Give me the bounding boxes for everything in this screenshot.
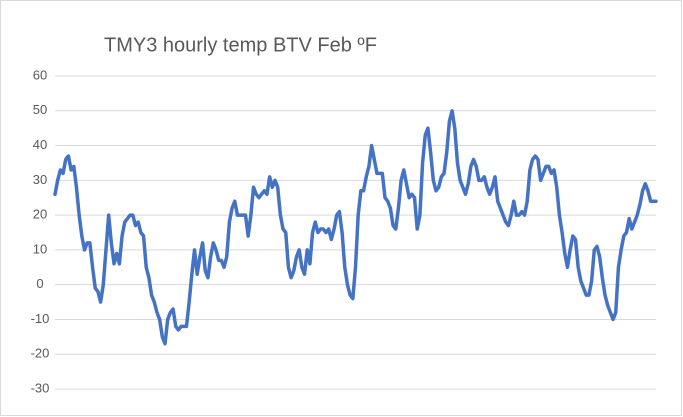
y-tick-label: 10 — [33, 241, 47, 256]
y-tick-label: 20 — [33, 207, 47, 222]
y-tick-label: -20 — [31, 346, 50, 361]
data-line — [53, 109, 658, 346]
y-tick-label: 40 — [33, 137, 47, 152]
y-tick-label: 50 — [33, 102, 47, 117]
y-tick-label: 60 — [33, 67, 47, 82]
y-tick-label: 30 — [33, 172, 47, 187]
chart-title: TMY3 hourly temp BTV Feb ºF — [104, 34, 377, 56]
y-tick-label: -10 — [31, 311, 50, 326]
y-tick-label: -30 — [31, 380, 50, 395]
y-tick-label: 0 — [36, 276, 43, 291]
